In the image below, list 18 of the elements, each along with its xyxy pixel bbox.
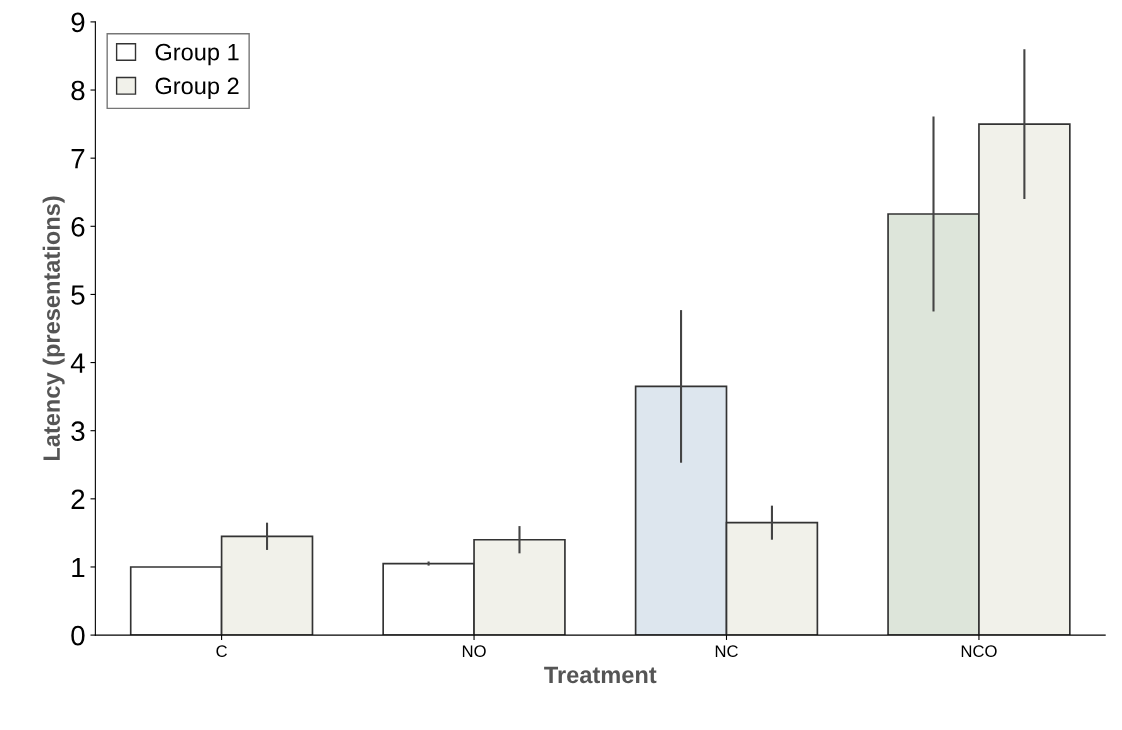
legend-label: Group 2 (155, 77, 239, 99)
y-tick-label: 3 (71, 421, 85, 442)
y-tick-label: 8 (71, 80, 85, 101)
y-tick-label: 6 (71, 216, 85, 237)
y-tick-label: 1 (72, 557, 85, 578)
x-tick-label: NCO (961, 645, 997, 658)
y-tick-label: 9 (71, 12, 85, 33)
legend-label: Group 1 (155, 43, 239, 66)
y-tick-label: 7 (71, 149, 85, 169)
y-tick-label: 4 (70, 353, 85, 373)
x-tick-label: C (216, 645, 227, 658)
y-axis-title: Latency (presentations) (42, 196, 65, 461)
x-tick-label: NC (715, 645, 738, 658)
y-tick-label: 5 (71, 285, 85, 305)
y-tick-label: 2 (71, 489, 85, 509)
x-axis-title: Treatment (544, 666, 657, 684)
x-tick-label: NO (462, 645, 486, 658)
y-tick-label: 0 (71, 625, 85, 646)
